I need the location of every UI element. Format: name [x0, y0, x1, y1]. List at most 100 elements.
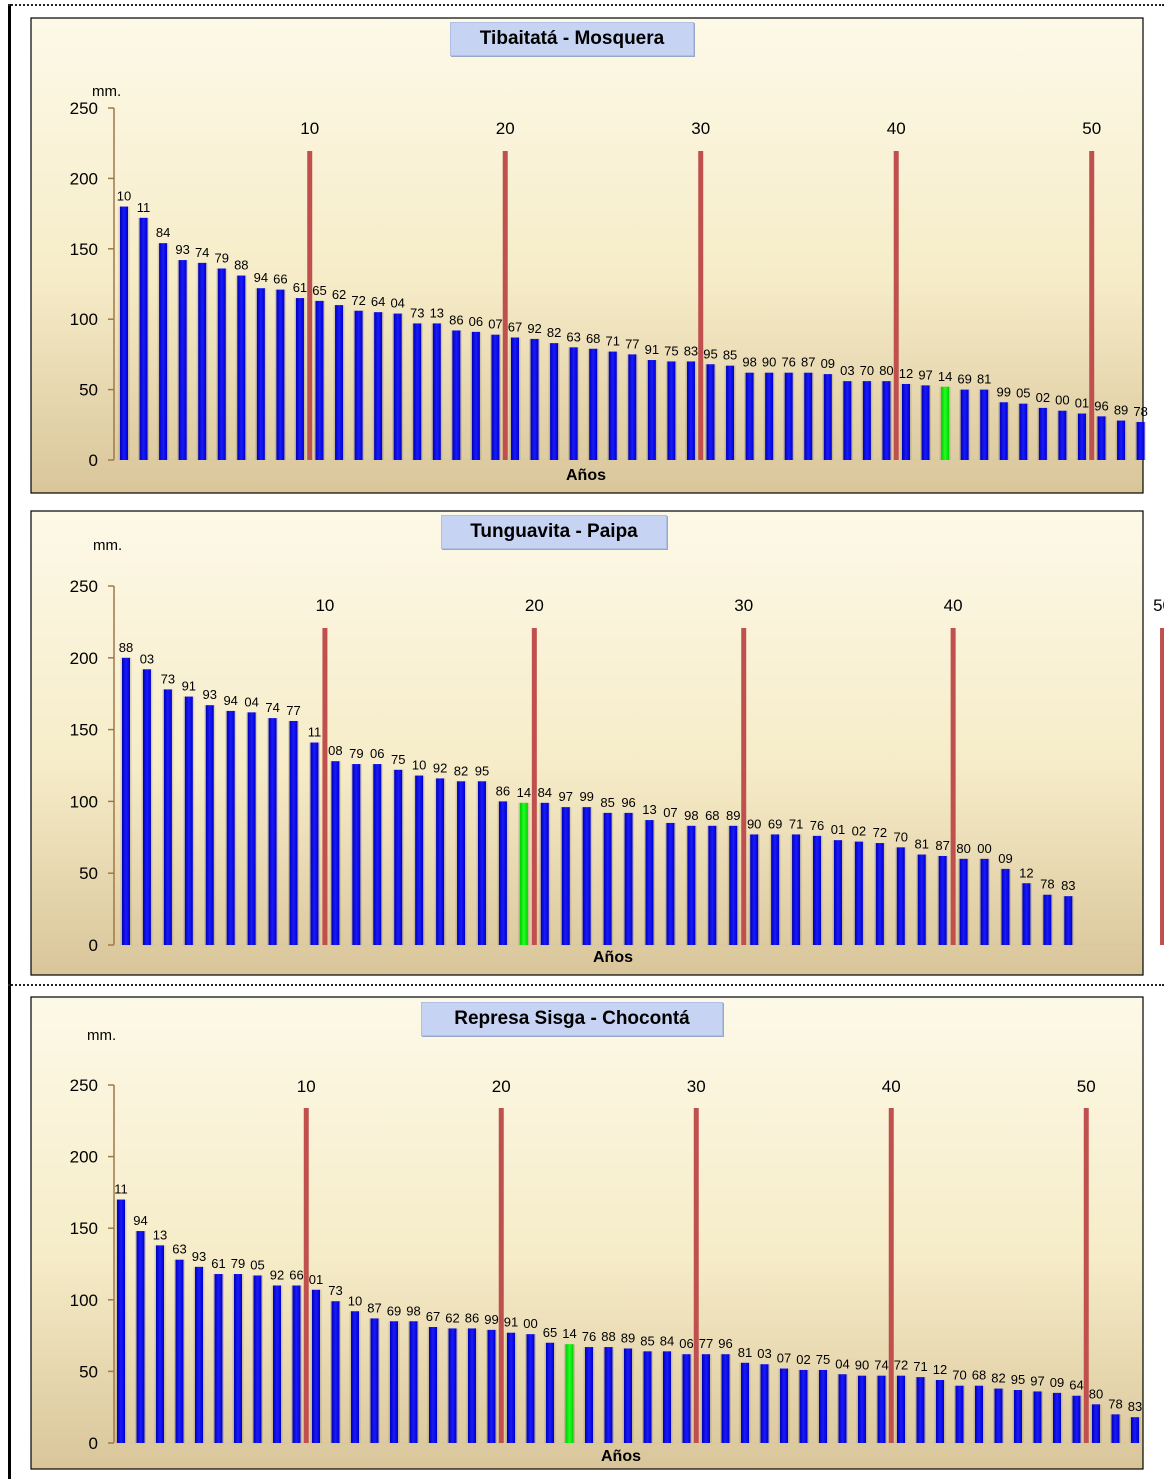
chart2-bar-label-72: 72 — [873, 825, 887, 840]
chart2-bar-label-85: 85 — [600, 795, 614, 810]
chart3-bar-76 — [585, 1347, 593, 1443]
chart2-bar-86 — [498, 801, 507, 945]
chart2-bar-06 — [373, 764, 382, 945]
chart3-bar-05 — [253, 1275, 262, 1443]
chart3-bar-label-87: 87 — [367, 1300, 381, 1315]
chart2-bar-label-07: 07 — [663, 805, 677, 820]
chart3-bar-82 — [994, 1388, 1003, 1443]
chart2-bar-74 — [268, 718, 277, 945]
chart1-bar-70 — [862, 381, 871, 460]
chart3-marker-30 — [693, 1108, 699, 1443]
chart2-marker-label-30: 30 — [734, 596, 753, 615]
chart1-bar-label-71: 71 — [606, 334, 620, 349]
chart1-bar-99 — [999, 402, 1008, 460]
chart1-bar-label-03: 03 — [840, 363, 854, 378]
chart3-marker-label-40: 40 — [882, 1077, 901, 1096]
chart1-bar-label-14: 14 — [938, 369, 952, 384]
chart2-bar-label-84: 84 — [538, 785, 552, 800]
chart2-bar-label-06: 06 — [370, 746, 384, 761]
chart2-y-tick-label-0: 0 — [89, 936, 98, 955]
chart2-bar-97 — [561, 807, 570, 945]
chart1-bar-label-62: 62 — [332, 287, 346, 302]
chart2-bar-label-91: 91 — [182, 679, 196, 694]
chart1-bar-label-84: 84 — [156, 225, 170, 240]
chart1-bar-label-97: 97 — [918, 367, 932, 382]
chart2-bar-label-03: 03 — [140, 651, 154, 666]
chart3-bar-70 — [955, 1385, 964, 1443]
chart1-bar-label-92: 92 — [527, 321, 541, 336]
chart1-bar-label-01: 01 — [1075, 396, 1089, 411]
chart2-y-tick-label-100: 100 — [70, 792, 98, 811]
chart1-bar-label-09: 09 — [821, 356, 835, 371]
chart3-bar-67 — [429, 1327, 437, 1443]
chart3-bar-label-01: 01 — [309, 1272, 323, 1287]
chart2-bar-99 — [582, 807, 591, 945]
chart3-bar-92 — [273, 1285, 281, 1443]
chart1-bar-label-88: 88 — [234, 258, 248, 273]
chart1-bar-label-04: 04 — [390, 296, 404, 311]
chart3-bar-label-81: 81 — [738, 1345, 752, 1360]
chart1-bar-label-95: 95 — [703, 346, 717, 361]
chart2-bar-93 — [205, 705, 214, 945]
chart2-bar-label-02: 02 — [852, 824, 866, 839]
chart1-bar-62 — [335, 305, 344, 460]
chart2-bar-92 — [436, 778, 445, 945]
chart1-marker-label-40: 40 — [887, 119, 906, 138]
chart3-bar-78 — [1111, 1414, 1120, 1443]
chart3-bar-label-82: 82 — [991, 1371, 1005, 1386]
chart1-bar-05 — [1019, 403, 1028, 460]
chart1-bar-80 — [882, 381, 891, 460]
chart2-marker-40 — [950, 628, 956, 945]
chart2-bar-label-96: 96 — [621, 795, 635, 810]
chart2-bar-13 — [645, 820, 654, 945]
chart1-bar-label-98: 98 — [742, 355, 756, 370]
chart3-bar-69 — [390, 1321, 398, 1443]
chart2-bar-70 — [896, 847, 905, 945]
chart2-marker-30 — [741, 628, 747, 945]
chart3-bar-95 — [1014, 1390, 1022, 1443]
chart2-bar-82 — [457, 781, 466, 945]
chart1-bar-87 — [804, 372, 813, 460]
chart3-bar-62 — [448, 1328, 457, 1443]
chart1-y-tick-label-200: 200 — [70, 169, 98, 188]
chart3-bar-label-14: 14 — [562, 1326, 576, 1341]
chart1-bar-label-67: 67 — [508, 320, 522, 335]
chart1-bar-85 — [726, 365, 735, 460]
chart1-marker-20 — [502, 151, 508, 460]
chart1-bar-label-83: 83 — [684, 343, 698, 358]
chart1-bar-label-87: 87 — [801, 355, 815, 370]
chart-title-tunguavita: Tunguavita - Paipa — [441, 515, 667, 549]
chart3-bar-label-94: 94 — [133, 1213, 147, 1228]
chart1-bar-label-85: 85 — [723, 348, 737, 363]
chart1-bar-label-72: 72 — [351, 293, 365, 308]
chart2-bar-71 — [792, 834, 801, 945]
chart3-bar-88 — [604, 1347, 613, 1443]
chart2-bar-label-87: 87 — [935, 838, 949, 853]
chart1-frame — [30, 17, 1144, 494]
chart1-bar-92 — [530, 338, 539, 460]
chart1-bar-98 — [745, 372, 754, 460]
chart2-marker-50 — [1160, 628, 1164, 945]
chart1-bar-79 — [217, 268, 226, 460]
chart3-bar-label-67: 67 — [426, 1309, 440, 1324]
chart3-bar-label-95: 95 — [1011, 1372, 1025, 1387]
chart3-bar-13 — [156, 1245, 164, 1443]
chart3-bar-75 — [819, 1369, 827, 1443]
chart2-y-tick-label-250: 250 — [70, 577, 98, 596]
chart1-bar-label-68: 68 — [586, 331, 600, 346]
chart1-bar-81 — [980, 389, 989, 460]
chart3-bar-label-97: 97 — [1030, 1373, 1044, 1388]
chart1-bar-label-64: 64 — [371, 294, 385, 309]
chart2-bar-77 — [289, 720, 298, 945]
chart1-bar-77 — [628, 354, 637, 460]
chart3-bar-06 — [682, 1354, 691, 1443]
chart1-bar-label-80: 80 — [879, 363, 893, 378]
chart2-bar-label-82: 82 — [454, 763, 468, 778]
chart3-bar-00 — [526, 1334, 535, 1443]
chart1-bar-label-79: 79 — [215, 251, 229, 266]
chart1-marker-label-20: 20 — [496, 119, 515, 138]
chart1-bar-78 — [1136, 421, 1145, 460]
chart1-bar-04 — [393, 313, 402, 460]
chart3-bar-09 — [1053, 1392, 1061, 1443]
chart2-bar-84 — [540, 802, 549, 945]
